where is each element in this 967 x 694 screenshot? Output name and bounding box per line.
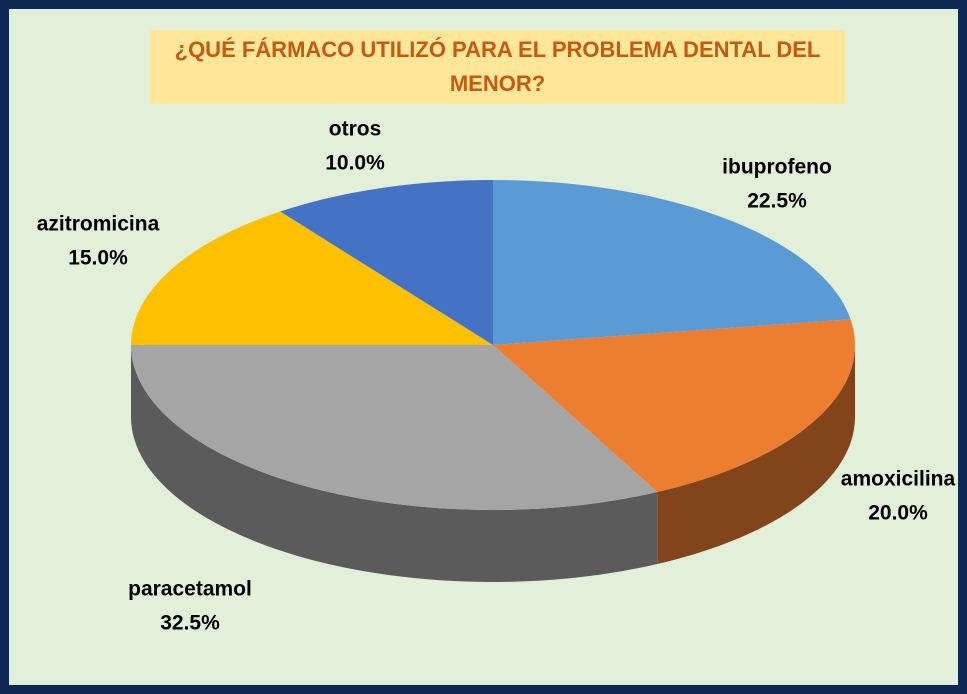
chart-title: ¿QUÉ FÁRMACO UTILIZÓ PARA EL PROBLEMA DE… [150, 30, 845, 104]
slice-value-label: 15.0% [68, 247, 128, 270]
slice-label: paracetamol [128, 578, 252, 601]
slice-value-label: 20.0% [868, 502, 928, 525]
slice-side [657, 345, 855, 564]
slice-side [131, 345, 658, 582]
slice-value-label: 32.5% [160, 612, 220, 635]
slice-label: amoxicilina [841, 468, 956, 491]
slice-value-label: 22.5% [747, 190, 807, 213]
slice-value-label: 10.0% [325, 152, 385, 175]
slice-label: azitromicina [37, 213, 160, 236]
slice [280, 180, 493, 345]
slice [493, 319, 855, 492]
slice-label: otros [329, 118, 382, 141]
slice-label: ibuprofeno [722, 156, 832, 179]
slice [131, 345, 658, 510]
slice [131, 211, 493, 345]
slice [493, 180, 851, 345]
